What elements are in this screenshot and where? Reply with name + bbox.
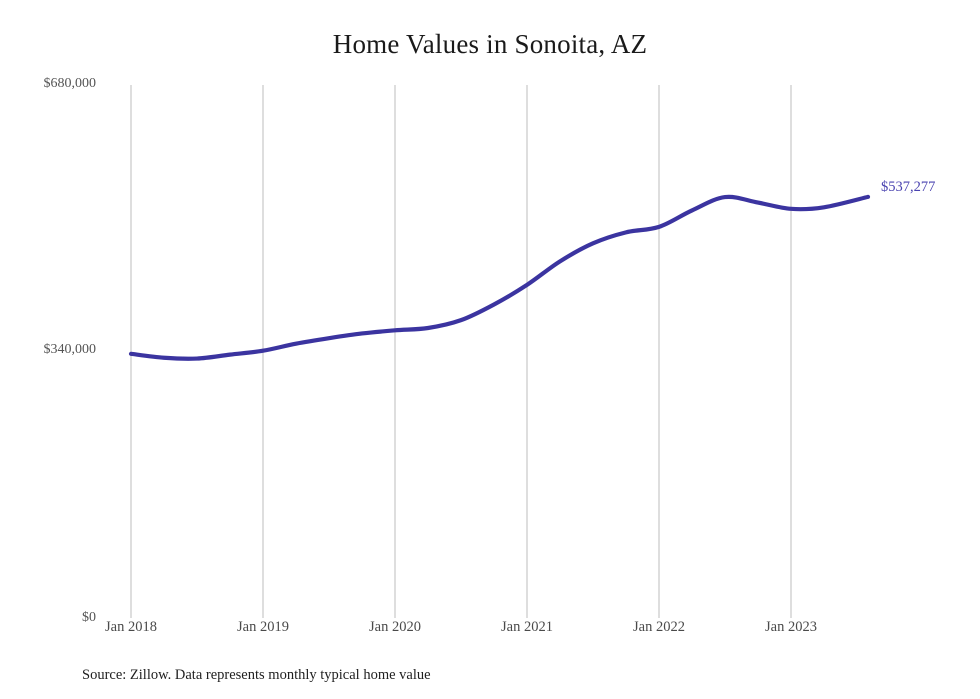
x-axis-tick-jan-2022: Jan 2022	[633, 619, 685, 635]
y-axis-tick-680000: $680,000	[43, 76, 97, 91]
page-title: Home Values in Sonoita, AZ	[332, 29, 648, 59]
home-value-line	[128, 194, 871, 361]
end-value-annotation: $537,277	[881, 178, 936, 195]
source-note: Source: Zillow. Data represents monthly …	[82, 667, 431, 683]
x-axis-tick-jan-2023: Jan 2023	[765, 619, 817, 635]
x-axis-tick-jan-2019: Jan 2019	[237, 619, 289, 635]
x-axis-tick-jan-2018: Jan 2018	[105, 619, 157, 635]
gridlines	[130, 85, 792, 618]
x-axis-tick-jan-2021: Jan 2021	[501, 619, 553, 635]
x-axis-tick-jan-2020: Jan 2020	[369, 619, 421, 635]
y-axis-tick-340000: $340,000	[43, 342, 97, 357]
y-axis-tick-0: $0	[82, 610, 96, 625]
